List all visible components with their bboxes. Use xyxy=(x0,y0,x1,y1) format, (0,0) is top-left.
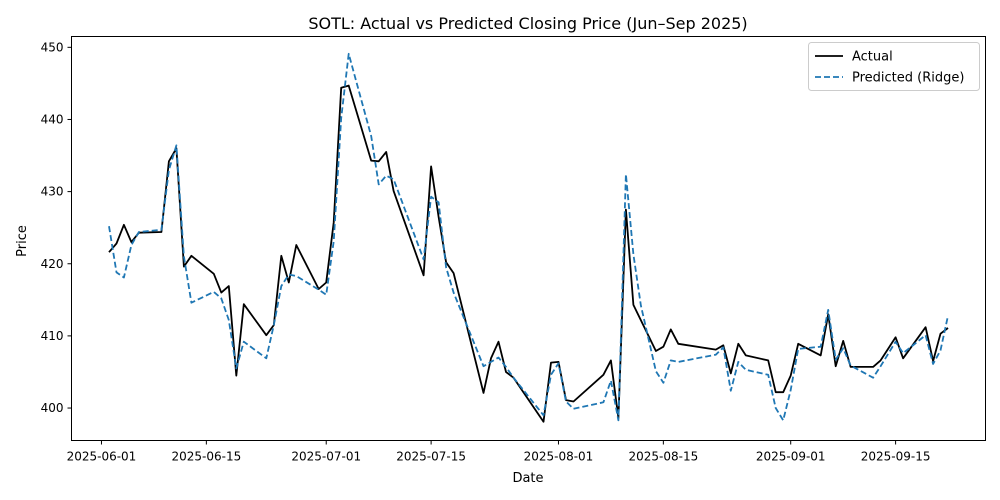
x-tick-label: 2025-07-15 xyxy=(396,450,466,464)
legend: Actual Predicted (Ridge) xyxy=(808,42,980,91)
x-tick-label: 2025-08-01 xyxy=(524,450,594,464)
y-axis-label: Price xyxy=(15,225,30,257)
plot-frame xyxy=(71,36,986,441)
x-tick-label: 2025-09-15 xyxy=(861,450,931,464)
x-axis-label: Date xyxy=(512,471,543,486)
legend-label: Actual xyxy=(852,50,893,65)
y-tick-label: 440 xyxy=(41,112,64,126)
axes: 2025-06-01 2025-06-15 2025-07-01 2025-07-15… xyxy=(41,40,931,463)
legend-box xyxy=(808,42,980,91)
predicted-series-line xyxy=(108,52,949,422)
actual-series-line xyxy=(108,84,949,423)
x-tick-label: 2025-06-01 xyxy=(67,450,137,464)
y-tick-label: 400 xyxy=(41,401,64,415)
y-tick-label: 430 xyxy=(41,185,64,199)
x-tick-label: 2025-07-01 xyxy=(291,450,361,464)
chart-title: SOTL: Actual vs Predicted Closing Price … xyxy=(308,14,747,33)
y-tick-label: 420 xyxy=(41,257,64,271)
x-tick-label: 2025-06-15 xyxy=(171,450,241,464)
x-tick-label: 2025-09-01 xyxy=(756,450,826,464)
y-tick-label: 410 xyxy=(41,329,64,343)
y-tick-label: 450 xyxy=(41,40,64,54)
legend-label: Predicted (Ridge) xyxy=(852,71,964,86)
plot-area xyxy=(108,52,949,423)
x-tick-label: 2025-08-15 xyxy=(628,450,698,464)
